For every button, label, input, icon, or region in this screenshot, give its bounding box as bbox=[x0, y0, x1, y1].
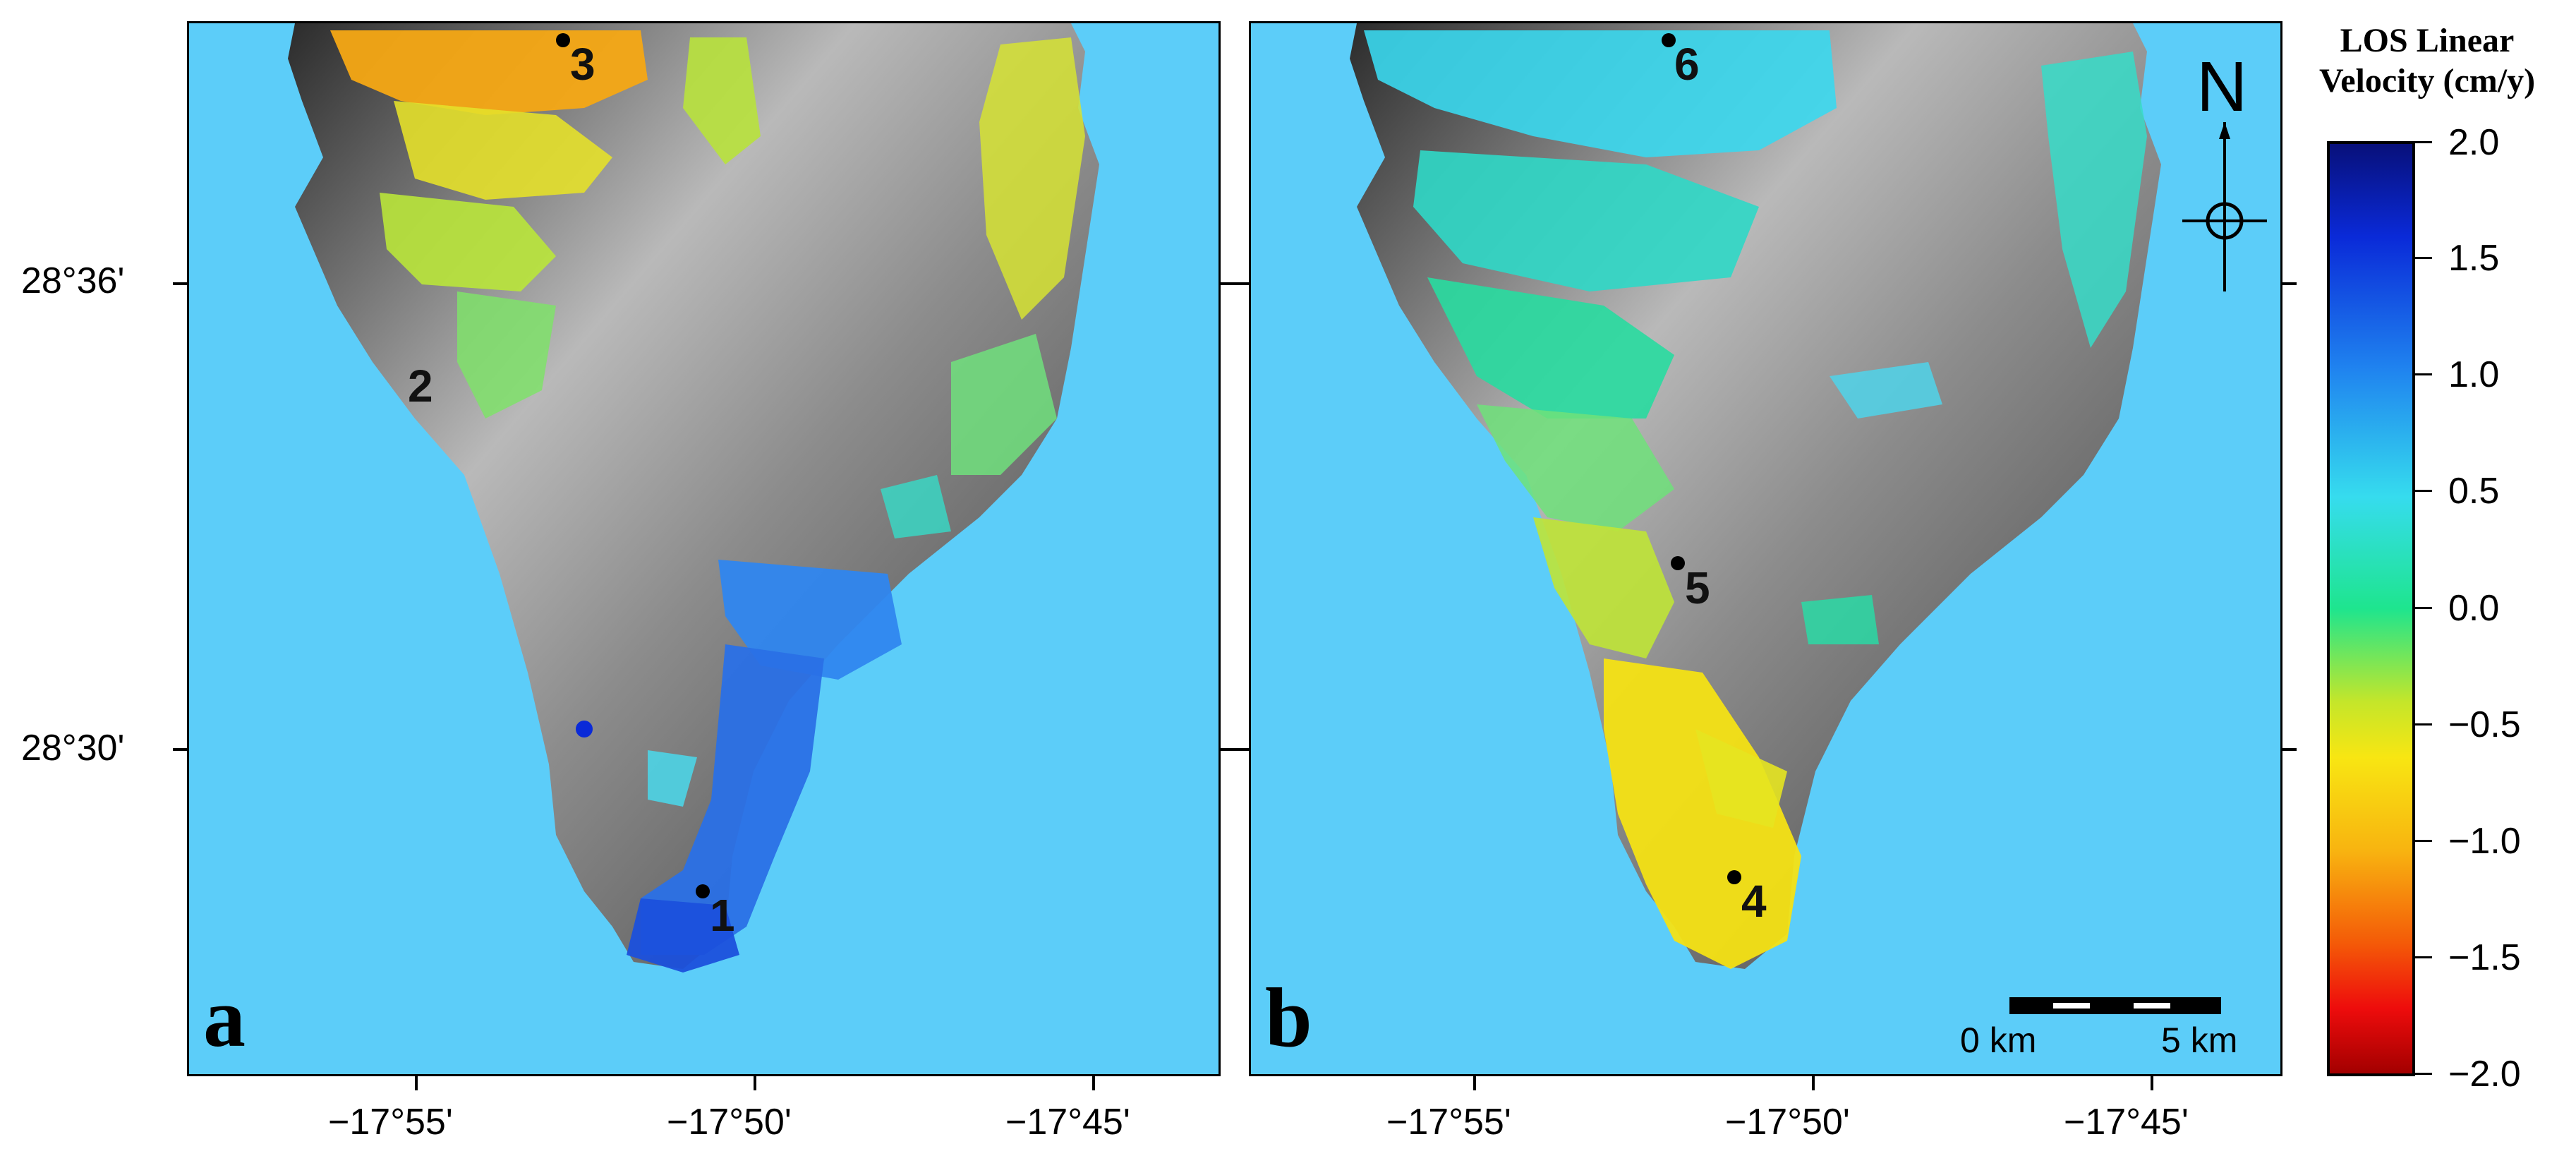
colorbar-label-2-0: 2.0 bbox=[2448, 122, 2500, 163]
lon-label-b-50: −17°50' bbox=[1725, 1102, 1850, 1143]
colorbar-label-1-0: 1.0 bbox=[2448, 354, 2500, 395]
colorbar-tick-5 bbox=[2415, 723, 2432, 726]
lon-label-b-55: −17°55' bbox=[1386, 1102, 1511, 1143]
site-label-5: 5 bbox=[1685, 562, 1710, 613]
lon-label-a-55: −17°55' bbox=[328, 1102, 453, 1143]
lon-tick-b-50 bbox=[1812, 1076, 1815, 1090]
colorbar-tick-0 bbox=[2415, 141, 2432, 143]
site-label-6: 6 bbox=[1674, 39, 1700, 90]
colorbar-label-neg-0-5: −0.5 bbox=[2448, 704, 2521, 745]
north-arrow: N bbox=[2182, 52, 2267, 291]
map-panel-b: 6 5 4 b N 0 km 5 km bbox=[1249, 21, 2282, 1076]
colorbar-title-line2: Velocity (cm/y) bbox=[2318, 61, 2536, 100]
colorbar-tick-6 bbox=[2415, 840, 2432, 842]
island-relief-a bbox=[288, 23, 1099, 973]
north-arrow-label: N bbox=[2196, 47, 2248, 126]
panel-letter-b: b bbox=[1265, 970, 1312, 1064]
lon-tick-b-45 bbox=[2151, 1076, 2153, 1090]
site-label-3: 3 bbox=[570, 39, 595, 90]
lon-label-a-45: −17°45' bbox=[1005, 1102, 1130, 1143]
lon-tick-a-50 bbox=[754, 1076, 756, 1090]
lat-tick-right-36 bbox=[2282, 282, 2297, 285]
lat-tick-mid-30 bbox=[1221, 748, 1249, 751]
scale-end-label: 5 km bbox=[2161, 1021, 2238, 1060]
scale-start-label: 0 km bbox=[1960, 1021, 2037, 1060]
colorbar-tick-4 bbox=[2415, 607, 2432, 609]
lon-tick-b-55 bbox=[1473, 1076, 1476, 1090]
compass-icon bbox=[2182, 122, 2267, 291]
los-velocity-points-a bbox=[330, 30, 1085, 973]
site-marker-6 bbox=[1662, 33, 1676, 47]
site-label-1: 1 bbox=[710, 890, 735, 941]
colorbar-tick-7 bbox=[2415, 956, 2432, 958]
site-marker-1 bbox=[696, 884, 710, 898]
map-panel-a: 3 2 1 a bbox=[187, 21, 1221, 1076]
island-landmass-a bbox=[288, 23, 1099, 969]
panel-letter-a: a bbox=[203, 970, 246, 1064]
lat-tick-left-36 bbox=[173, 282, 187, 285]
lat-label-28-36: 28°36' bbox=[21, 260, 125, 301]
colorbar-tick-1 bbox=[2415, 257, 2432, 259]
scale-bar-graphic bbox=[2009, 997, 2221, 1014]
scale-bar bbox=[2009, 997, 2221, 1014]
colorbar-label-0-5: 0.5 bbox=[2448, 471, 2500, 512]
colorbar-tick-3 bbox=[2415, 490, 2432, 492]
colorbar-label-neg-1-5: −1.5 bbox=[2448, 937, 2521, 978]
site-label-4: 4 bbox=[1741, 876, 1767, 927]
colorbar-label-0-0: 0.0 bbox=[2448, 588, 2500, 629]
lon-tick-a-45 bbox=[1092, 1076, 1095, 1090]
colorbar-tick-2 bbox=[2415, 373, 2432, 375]
lon-label-b-45: −17°45' bbox=[2064, 1102, 2189, 1143]
site-label-2: 2 bbox=[408, 361, 433, 411]
lon-tick-a-55 bbox=[415, 1076, 418, 1090]
colorbar-tick-8 bbox=[2415, 1073, 2432, 1075]
colorbar-title-line1: LOS Linear bbox=[2340, 22, 2515, 59]
site-marker-3 bbox=[556, 33, 570, 47]
island-relief-b bbox=[1350, 23, 2161, 969]
lon-label-a-50: −17°50' bbox=[667, 1102, 792, 1143]
lat-tick-right-30 bbox=[2282, 748, 2297, 751]
colorbar-label-neg-2-0: −2.0 bbox=[2448, 1054, 2521, 1095]
site-marker-5 bbox=[1671, 556, 1685, 570]
los-velocity-points-b bbox=[1364, 30, 2147, 969]
colorbar bbox=[2327, 141, 2415, 1076]
colorbar-title: LOS Linear Velocity (cm/y) bbox=[2286, 21, 2568, 101]
colorbar-label-1-5: 1.5 bbox=[2448, 238, 2500, 279]
site-marker-4 bbox=[1727, 870, 1741, 884]
lat-label-28-30: 28°30' bbox=[21, 728, 125, 769]
colorbar-label-neg-1-0: −1.0 bbox=[2448, 821, 2521, 862]
lat-tick-mid-36 bbox=[1221, 282, 1249, 285]
lat-tick-left-30 bbox=[173, 748, 187, 751]
